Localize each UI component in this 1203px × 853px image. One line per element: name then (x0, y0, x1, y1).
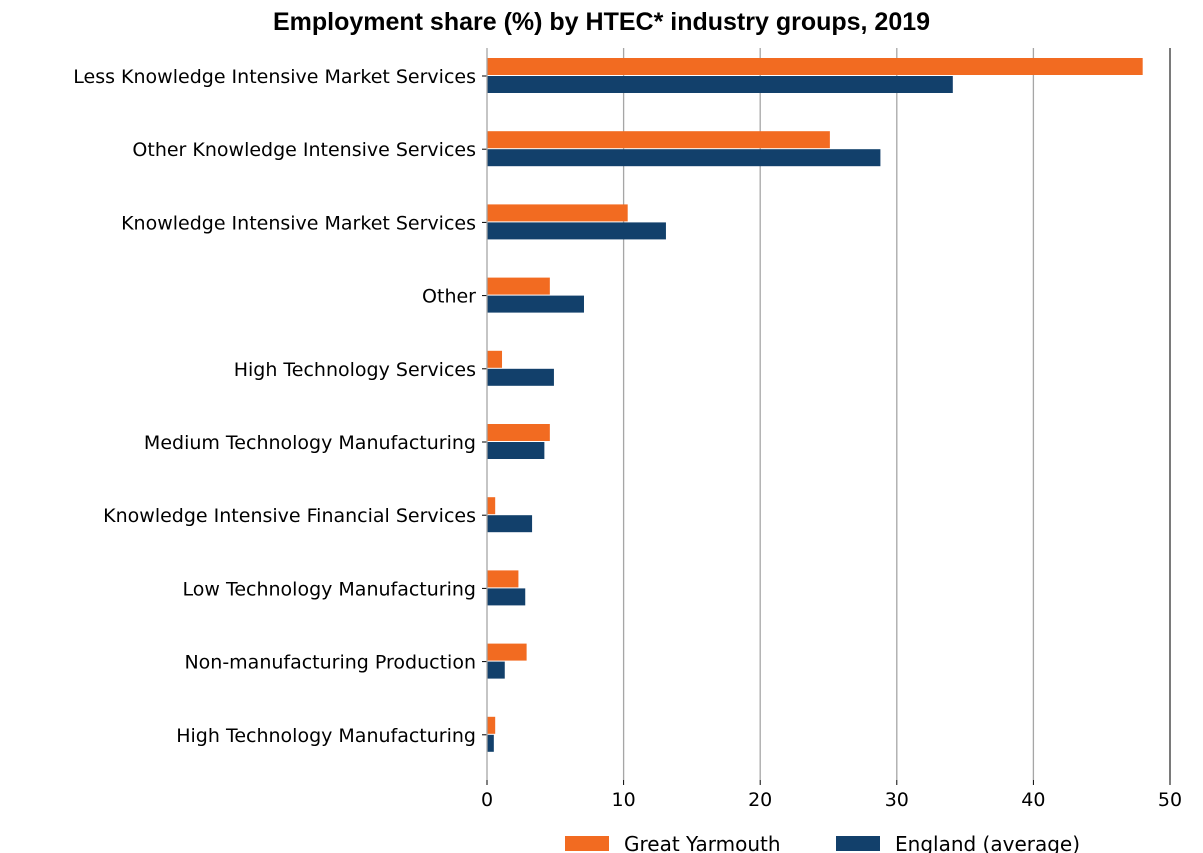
category-label: Knowledge Intensive Market Services (121, 212, 476, 234)
category-label: Non-manufacturing Production (184, 652, 476, 674)
axes (482, 48, 1171, 785)
category-label: Less Knowledge Intensive Market Services (73, 66, 476, 88)
category-label: Low Technology Manufacturing (182, 578, 476, 600)
category-label: Other (422, 286, 476, 308)
x-tick-label: 10 (612, 789, 636, 811)
legend: Great Yarmouth England (average) (565, 832, 1080, 853)
legend-swatch (565, 836, 609, 851)
bar-great-yarmouth (487, 204, 628, 222)
bar-great-yarmouth (487, 131, 830, 149)
x-tick-label: 30 (885, 789, 909, 811)
bar-great-yarmouth (487, 424, 550, 441)
bar-england-average (487, 588, 526, 606)
category-label: Medium Technology Manufacturing (144, 432, 476, 454)
bar-england-average (487, 149, 881, 167)
bar-great-yarmouth (487, 570, 519, 588)
category-label: Other Knowledge Intensive Services (132, 139, 476, 161)
bar-england-average (487, 661, 505, 679)
category-label: High Technology Manufacturing (176, 725, 476, 747)
gridlines (622, 48, 1171, 780)
bar-great-yarmouth (487, 643, 527, 661)
legend-label: Great Yarmouth (624, 832, 781, 853)
legend-label: England (average) (895, 832, 1080, 853)
bar-great-yarmouth (487, 58, 1143, 75)
bar-great-yarmouth (487, 350, 503, 368)
bar-england-average (487, 442, 545, 459)
x-tick-label: 40 (1021, 789, 1045, 811)
bar-great-yarmouth (487, 716, 496, 734)
bar-england-average (487, 515, 533, 533)
bar-great-yarmouth (487, 497, 496, 515)
bars (487, 58, 1143, 752)
bar-england-average (487, 734, 494, 752)
category-labels: Less Knowledge Intensive Market Services… (73, 66, 476, 747)
bar-england-average (487, 368, 554, 386)
x-tick-label: 50 (1158, 789, 1182, 811)
bar-england-average (487, 295, 584, 313)
bar-england-average (487, 222, 666, 240)
x-tick-labels: 0 10 20 30 40 50 (481, 789, 1182, 811)
bar-great-yarmouth (487, 277, 550, 295)
legend-swatch (836, 836, 880, 851)
category-label: Knowledge Intensive Financial Services (103, 505, 476, 527)
x-tick-label: 20 (748, 789, 772, 811)
category-label: High Technology Services (234, 359, 476, 381)
bar-england-average (487, 76, 953, 93)
chart-title: Employment share (%) by HTEC* industry g… (272, 8, 931, 36)
x-tick-label: 0 (481, 789, 493, 811)
